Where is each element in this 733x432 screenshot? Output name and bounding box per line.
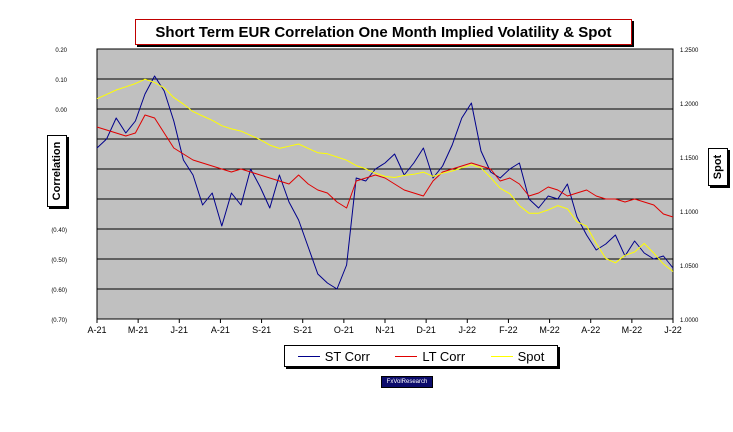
- legend-item-spot: Spot: [490, 348, 545, 364]
- legend-item-lt-corr: LT Corr: [395, 349, 465, 364]
- x-tick-label: D-21: [416, 325, 436, 335]
- chart-title: Short Term EUR Correlation One Month Imp…: [135, 19, 632, 45]
- x-tick-label: S-21: [293, 325, 312, 335]
- x-tick-label: M-22: [539, 325, 560, 335]
- x-tick-label: J-22: [459, 325, 477, 335]
- x-tick-label: A-21: [211, 325, 230, 335]
- x-tick-label: M-21: [128, 325, 149, 335]
- plot-area: [96, 48, 674, 320]
- legend: ST Corr LT Corr Spot: [284, 345, 558, 367]
- gridlines: [97, 78, 673, 290]
- series-line-lt-corr: [96, 114, 674, 218]
- legend-swatch-st-corr: [297, 355, 320, 357]
- series-line-spot: [96, 78, 674, 272]
- y-tick-label: (0.60): [51, 288, 67, 294]
- x-tick-label: A-22: [581, 325, 600, 335]
- x-tick-label: O-21: [334, 325, 354, 335]
- series-line-st-corr: [96, 75, 674, 290]
- y-tick-label: 0.20: [55, 48, 67, 54]
- x-tick-label: J-21: [171, 325, 189, 335]
- y-tick-label: (0.40): [51, 228, 67, 234]
- y-tick-label: 0.10: [55, 78, 67, 84]
- legend-label-spot: Spot: [517, 348, 545, 364]
- y2-tick-label: 1.2000: [680, 102, 699, 108]
- legend-swatch-lt-corr: [395, 355, 418, 357]
- y2-axis-label-box: Spot: [708, 148, 728, 186]
- x-axis-ticks: A-21 M-21 J-21 A-21 S-21 S-21 O-21 N-21 D-21 J-22…: [87, 319, 682, 335]
- x-tick-label: A-21: [87, 325, 106, 335]
- legend-label-lt-corr: LT Corr: [422, 348, 466, 364]
- y2-tick-label: 1.1500: [680, 156, 699, 162]
- y-tick-label: 0.00: [55, 108, 67, 114]
- legend-item-st-corr: ST Corr: [297, 348, 370, 364]
- source-badge: FxVolResearch: [381, 376, 433, 388]
- y-tick-label: (0.50): [51, 258, 67, 264]
- y2-tick-label: 1.2500: [680, 48, 699, 54]
- legend-label-st-corr: ST Corr: [324, 348, 370, 364]
- y2-axis-label: Spot: [712, 154, 724, 180]
- x-tick-label: F-22: [499, 325, 518, 335]
- legend-swatch-spot: [490, 355, 513, 357]
- y2-tick-label: 1.1000: [680, 210, 699, 216]
- x-tick-label: M-22: [622, 325, 643, 335]
- y2-tick-label: 1.0500: [680, 264, 699, 270]
- x-tick-label: N-21: [375, 325, 395, 335]
- y2-axis-ticks: 1.2500 1.2000 1.1500 1.1000 1.0500 1.0000: [680, 48, 699, 324]
- y-axis-label: Correlation: [51, 141, 63, 201]
- y-axis-label-box: Correlation: [47, 135, 67, 207]
- y2-tick-label: 1.0000: [680, 318, 699, 324]
- x-tick-label: S-21: [252, 325, 271, 335]
- x-tick-label: J-22: [664, 325, 682, 335]
- y-tick-label: (0.70): [51, 318, 67, 324]
- series-lines: [96, 75, 674, 290]
